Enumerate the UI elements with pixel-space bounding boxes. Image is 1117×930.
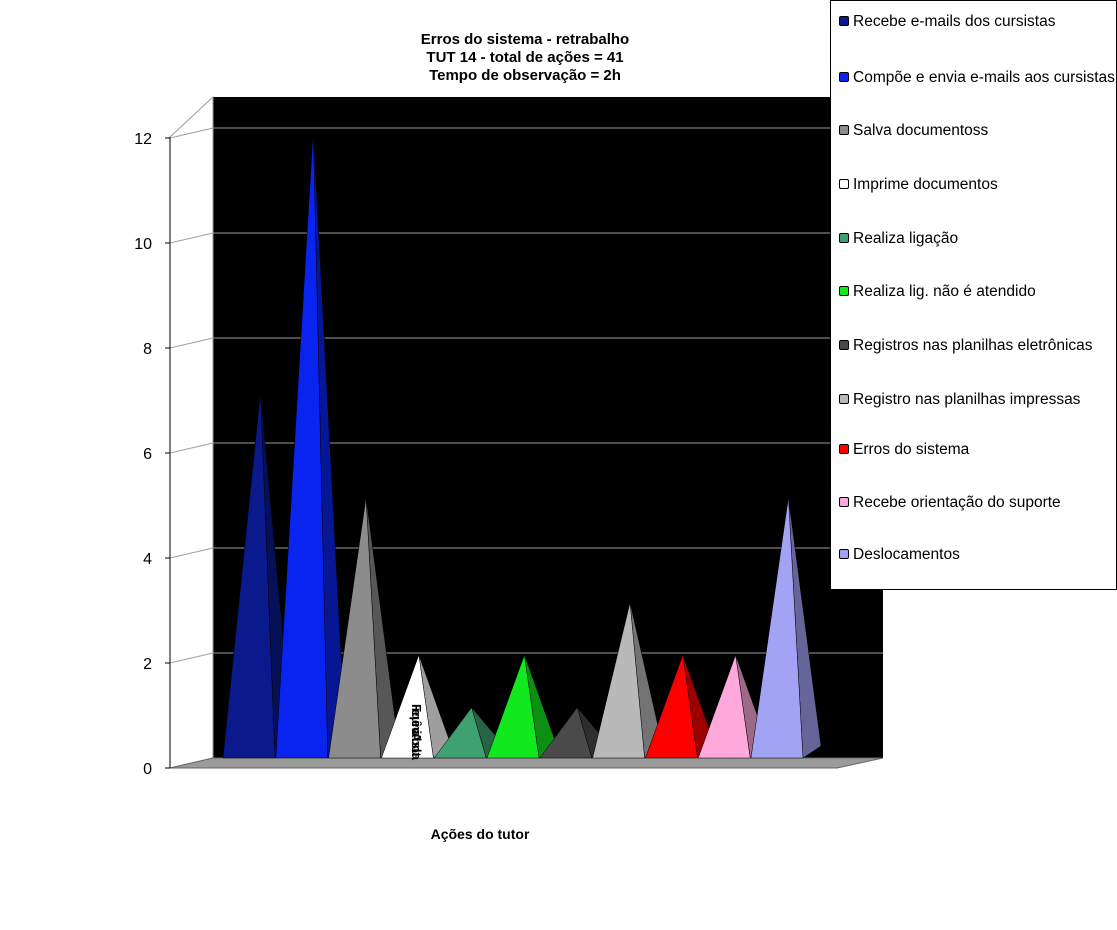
gridline-side bbox=[169, 652, 214, 664]
gridline-side bbox=[169, 232, 214, 244]
legend-swatch bbox=[839, 286, 849, 296]
bar-6 bbox=[486, 654, 540, 759]
bar-4 bbox=[381, 654, 434, 759]
y-tick-label: 10 bbox=[134, 236, 152, 253]
chart: 0 2 4 6 8 10 12 Erros do sistema - retrabalho … bbox=[134, 0, 1117, 842]
bar-3 bbox=[328, 497, 381, 759]
bar-10 bbox=[697, 654, 751, 759]
legend-swatch bbox=[839, 72, 849, 82]
legend-label: Compõe e envia e-mails aos cursistas bbox=[853, 69, 1115, 86]
gridline-side bbox=[169, 337, 214, 349]
chart-plot: 0 2 4 6 8 10 12 bbox=[134, 95, 884, 778]
plot-floor bbox=[169, 757, 884, 769]
y-tick-label: 12 bbox=[134, 131, 152, 148]
legend-label: Realiza lig. não é atendido bbox=[853, 283, 1036, 300]
legend-swatch bbox=[839, 549, 849, 559]
legend-label: Deslocamentos bbox=[853, 546, 960, 563]
y-tick-label: 6 bbox=[143, 446, 152, 463]
legend-swatch bbox=[839, 497, 849, 507]
gridline-side bbox=[169, 127, 214, 139]
legend-swatch bbox=[839, 444, 849, 454]
legend-label: Registro nas planilhas impressas bbox=[853, 391, 1081, 408]
legend-label: Realiza ligação bbox=[853, 230, 959, 247]
legend-label: Registros nas planilhas eletrônicas bbox=[853, 337, 1093, 354]
y-tick-label: 8 bbox=[143, 341, 152, 358]
legend-swatch bbox=[839, 233, 849, 243]
y-tick-label: 0 bbox=[143, 761, 152, 778]
legend-label: Recebe e-mails dos cursistas bbox=[853, 13, 1056, 30]
chart-title-line-3: Tempo de observação = 2h bbox=[429, 67, 621, 84]
bar-7 bbox=[539, 706, 593, 759]
y-tick-label: 2 bbox=[143, 656, 152, 673]
plot-side-wall bbox=[169, 95, 214, 769]
bar-11 bbox=[750, 497, 804, 759]
bar-2 bbox=[275, 129, 329, 759]
legend-swatch bbox=[839, 125, 849, 135]
legend-swatch bbox=[839, 394, 849, 404]
legend-label: Salva documentoss bbox=[853, 122, 989, 139]
legend-swatch bbox=[839, 340, 849, 350]
y-axis-label: Frequência Absoluta bbox=[409, 703, 424, 757]
legend-label: Recebe orientação do suporte bbox=[853, 494, 1061, 511]
legend-swatch bbox=[839, 179, 849, 189]
chart-title-line-1: Erros do sistema - retrabalho bbox=[420, 31, 630, 48]
gridline-side bbox=[169, 442, 214, 454]
bar-1 bbox=[222, 392, 276, 759]
chart-legend: Recebe e-mails dos cursistas Compõe e env… bbox=[830, 0, 1117, 590]
gridline-side bbox=[169, 547, 214, 559]
bar-8 bbox=[592, 602, 645, 759]
chart-title-line-2: TUT 14 - total de ações = 41 bbox=[426, 49, 624, 66]
legend-label: Imprime documentos bbox=[853, 176, 998, 193]
legend-swatch bbox=[839, 16, 849, 26]
bar-5 bbox=[433, 706, 487, 759]
bar-9 bbox=[645, 654, 698, 759]
x-axis-label: Ações do tutor bbox=[430, 826, 530, 842]
legend-label: Erros do sistema bbox=[853, 441, 970, 458]
y-tick-label: 4 bbox=[143, 551, 152, 568]
